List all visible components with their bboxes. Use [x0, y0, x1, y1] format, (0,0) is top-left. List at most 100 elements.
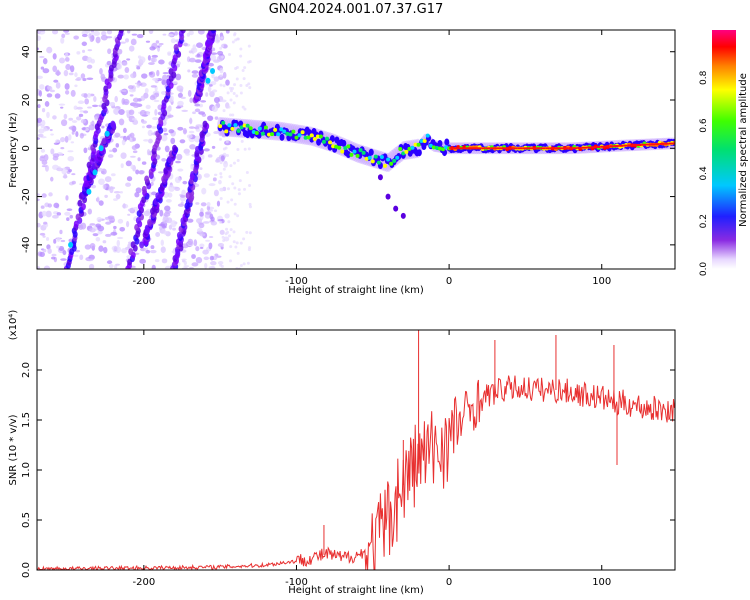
noise-speckle — [150, 245, 155, 250]
noise-speckle — [233, 83, 237, 87]
noise-speckle — [101, 31, 107, 36]
streak-peak — [205, 77, 211, 84]
noise-speckle — [40, 148, 46, 153]
noise-speckle — [136, 34, 144, 39]
ridge-max — [517, 147, 523, 150]
ridge-max — [568, 147, 573, 150]
noise-speckle — [60, 119, 68, 127]
noise-speckle — [37, 75, 43, 79]
noise-speckle — [174, 176, 181, 184]
noise-speckle — [121, 61, 128, 66]
noise-speckle — [98, 200, 104, 206]
ridge-max — [646, 143, 651, 146]
noise-speckle — [219, 74, 223, 78]
ridge-core — [444, 138, 450, 146]
noise-speckle — [81, 41, 88, 47]
noise-speckle — [143, 210, 151, 217]
noise-speckle — [229, 245, 233, 249]
noise-speckle — [70, 89, 76, 97]
y-tick-label: 1.5 — [21, 412, 32, 428]
noise-speckle — [43, 265, 51, 269]
ridge-peak — [349, 152, 354, 157]
noise-speckle — [69, 214, 74, 219]
noise-speckle — [117, 74, 125, 79]
noise-speckle — [60, 106, 64, 109]
noise-speckle — [44, 164, 49, 172]
noise-speckle — [146, 148, 151, 156]
noise-speckle — [224, 146, 228, 150]
ridge-peak — [242, 123, 247, 128]
noise-speckle — [243, 187, 247, 191]
noise-speckle — [95, 36, 101, 44]
ridge-max — [494, 147, 500, 150]
noise-speckle — [201, 154, 205, 160]
noise-speckle — [78, 113, 84, 118]
noise-speckle — [50, 133, 54, 136]
noise-speckle — [248, 86, 252, 90]
noise-speckle — [127, 85, 134, 90]
noise-speckle — [136, 84, 140, 88]
noise-speckle — [109, 186, 114, 194]
noise-speckle — [125, 160, 132, 167]
noise-speckle — [56, 236, 61, 243]
noise-speckle — [88, 124, 95, 131]
ridge-max — [467, 147, 472, 150]
ridge-peak — [248, 126, 253, 131]
streak-peak — [210, 68, 216, 75]
noise-speckle — [209, 54, 217, 61]
noise-speckle — [248, 202, 252, 206]
noise-speckle — [245, 230, 249, 234]
ridge-max — [536, 147, 541, 150]
noise-speckle — [82, 78, 87, 82]
ridge-peak — [434, 145, 439, 150]
noise-speckle — [229, 164, 233, 168]
noise-speckle — [220, 155, 225, 162]
noise-speckle — [70, 141, 75, 144]
noise-speckle — [77, 100, 85, 105]
noise-speckle — [227, 234, 231, 238]
noise-speckle — [62, 250, 67, 256]
noise-speckle — [45, 210, 52, 218]
ridge-peak — [303, 135, 308, 140]
ridge-peak — [321, 139, 326, 144]
noise-speckle — [188, 126, 195, 129]
noise-speckle — [186, 134, 193, 139]
streak-peak — [68, 241, 74, 248]
ridge-peak — [370, 159, 375, 164]
noise-speckle — [175, 106, 181, 109]
streak-blob — [176, 231, 182, 239]
noise-speckle — [239, 84, 243, 88]
ridge-max — [499, 147, 505, 150]
noise-speckle — [247, 44, 251, 48]
noise-speckle — [56, 167, 64, 172]
noise-speckle — [195, 246, 200, 252]
noise-speckle — [117, 218, 124, 224]
noise-speckle — [126, 135, 130, 141]
noise-speckle — [89, 122, 95, 125]
noise-speckle — [52, 30, 59, 35]
noise-speckle — [66, 217, 70, 221]
noise-speckle — [86, 65, 93, 69]
ridge-peak — [373, 154, 378, 159]
noise-speckle — [114, 132, 121, 138]
noise-speckle — [181, 243, 189, 249]
noise-speckle — [66, 208, 73, 212]
noise-speckle — [119, 190, 124, 194]
noise-speckle — [105, 233, 112, 237]
noise-speckle — [68, 117, 74, 121]
noise-speckle — [61, 33, 66, 39]
streak-blob — [104, 78, 110, 86]
noise-speckle — [170, 220, 177, 228]
noise-speckle — [126, 176, 133, 182]
noise-speckle — [147, 54, 151, 61]
noise-speckle — [86, 77, 94, 80]
noise-speckle — [83, 93, 88, 99]
noise-speckle — [87, 106, 92, 109]
noise-speckle — [167, 51, 172, 55]
noise-speckle — [183, 260, 187, 266]
ridge-outlier — [377, 174, 383, 181]
ridge-max — [627, 144, 633, 147]
ridge-max — [623, 144, 628, 147]
noise-speckle — [81, 127, 86, 131]
y-tick-label: 20 — [21, 94, 32, 107]
